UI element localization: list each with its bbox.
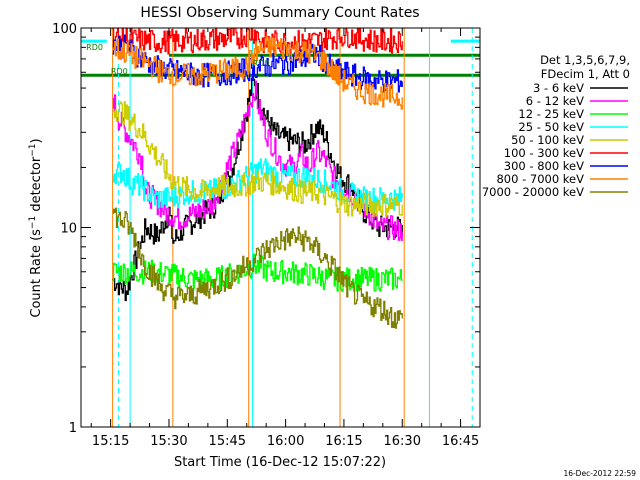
legend-label-4: 25 - 50 keV [518,120,584,134]
series-line-4 [112,158,403,212]
legend-label-8: 800 - 7000 keV [496,172,584,186]
legend-label-9: 7000 - 20000 keV [482,185,584,199]
x-tick-label-5: 16:15 [325,434,362,449]
legend-header-line-1: Det 1,3,5,6,7,9, [540,53,630,67]
x-tick-label-1: 15:15 [92,434,129,449]
x-tick-label-7: 16:45 [442,434,479,449]
legend-label-1: 3 - 6 keV [533,81,584,95]
series-line-7 [112,34,403,93]
series-line-6 [112,28,403,55]
series-line-5 [112,101,403,217]
x-axis: 15:15 15:30 15:45 16:00 16:15 16:30 16:45 [90,28,481,449]
y-axis: 1 10 100 [52,22,480,436]
series-line-8 [112,35,403,110]
series-line-1 [112,77,403,302]
annotation-rd0-2: RD0 [111,67,128,76]
legend-label-2: 6 - 12 keV [526,94,584,108]
footer-date: 16-Dec-2012 22:59 [563,469,636,478]
series-line-3 [112,253,403,292]
legend-label-6: 100 - 300 keV [504,146,584,160]
legend-header-line-2: FDecim 1, Att 0 [541,67,630,81]
legend: Det 1,3,5,6,7,9, FDecim 1, Att 0 3 - 6 k… [482,53,630,199]
x-tick-label-3: 15:45 [209,434,246,449]
y-tick-label-1: 1 [69,421,77,436]
series-line-9 [112,207,403,329]
y-axis-label: Count Rate (s−1 detector−1) [28,138,44,317]
legend-label-3: 12 - 25 keV [518,107,584,121]
legend-label-7: 300 - 800 keV [504,159,584,173]
y-tick-label-2: 10 [60,222,77,237]
x-tick-label-4: 16:00 [267,434,304,449]
x-axis-label: Start Time (16-Dec-12 15:07:22) [174,455,386,470]
annotation-rd0-3: RD0 [253,59,270,68]
x-tick-label-2: 15:30 [150,434,187,449]
x-tick-label-6: 16:30 [384,434,421,449]
annotation-rd0-1: RD0 [86,43,103,52]
y-tick-label-3: 100 [52,22,77,37]
legend-label-5: 50 - 100 keV [511,133,584,147]
chart-title: HESSI Observing Summary Count Rates [140,5,419,21]
